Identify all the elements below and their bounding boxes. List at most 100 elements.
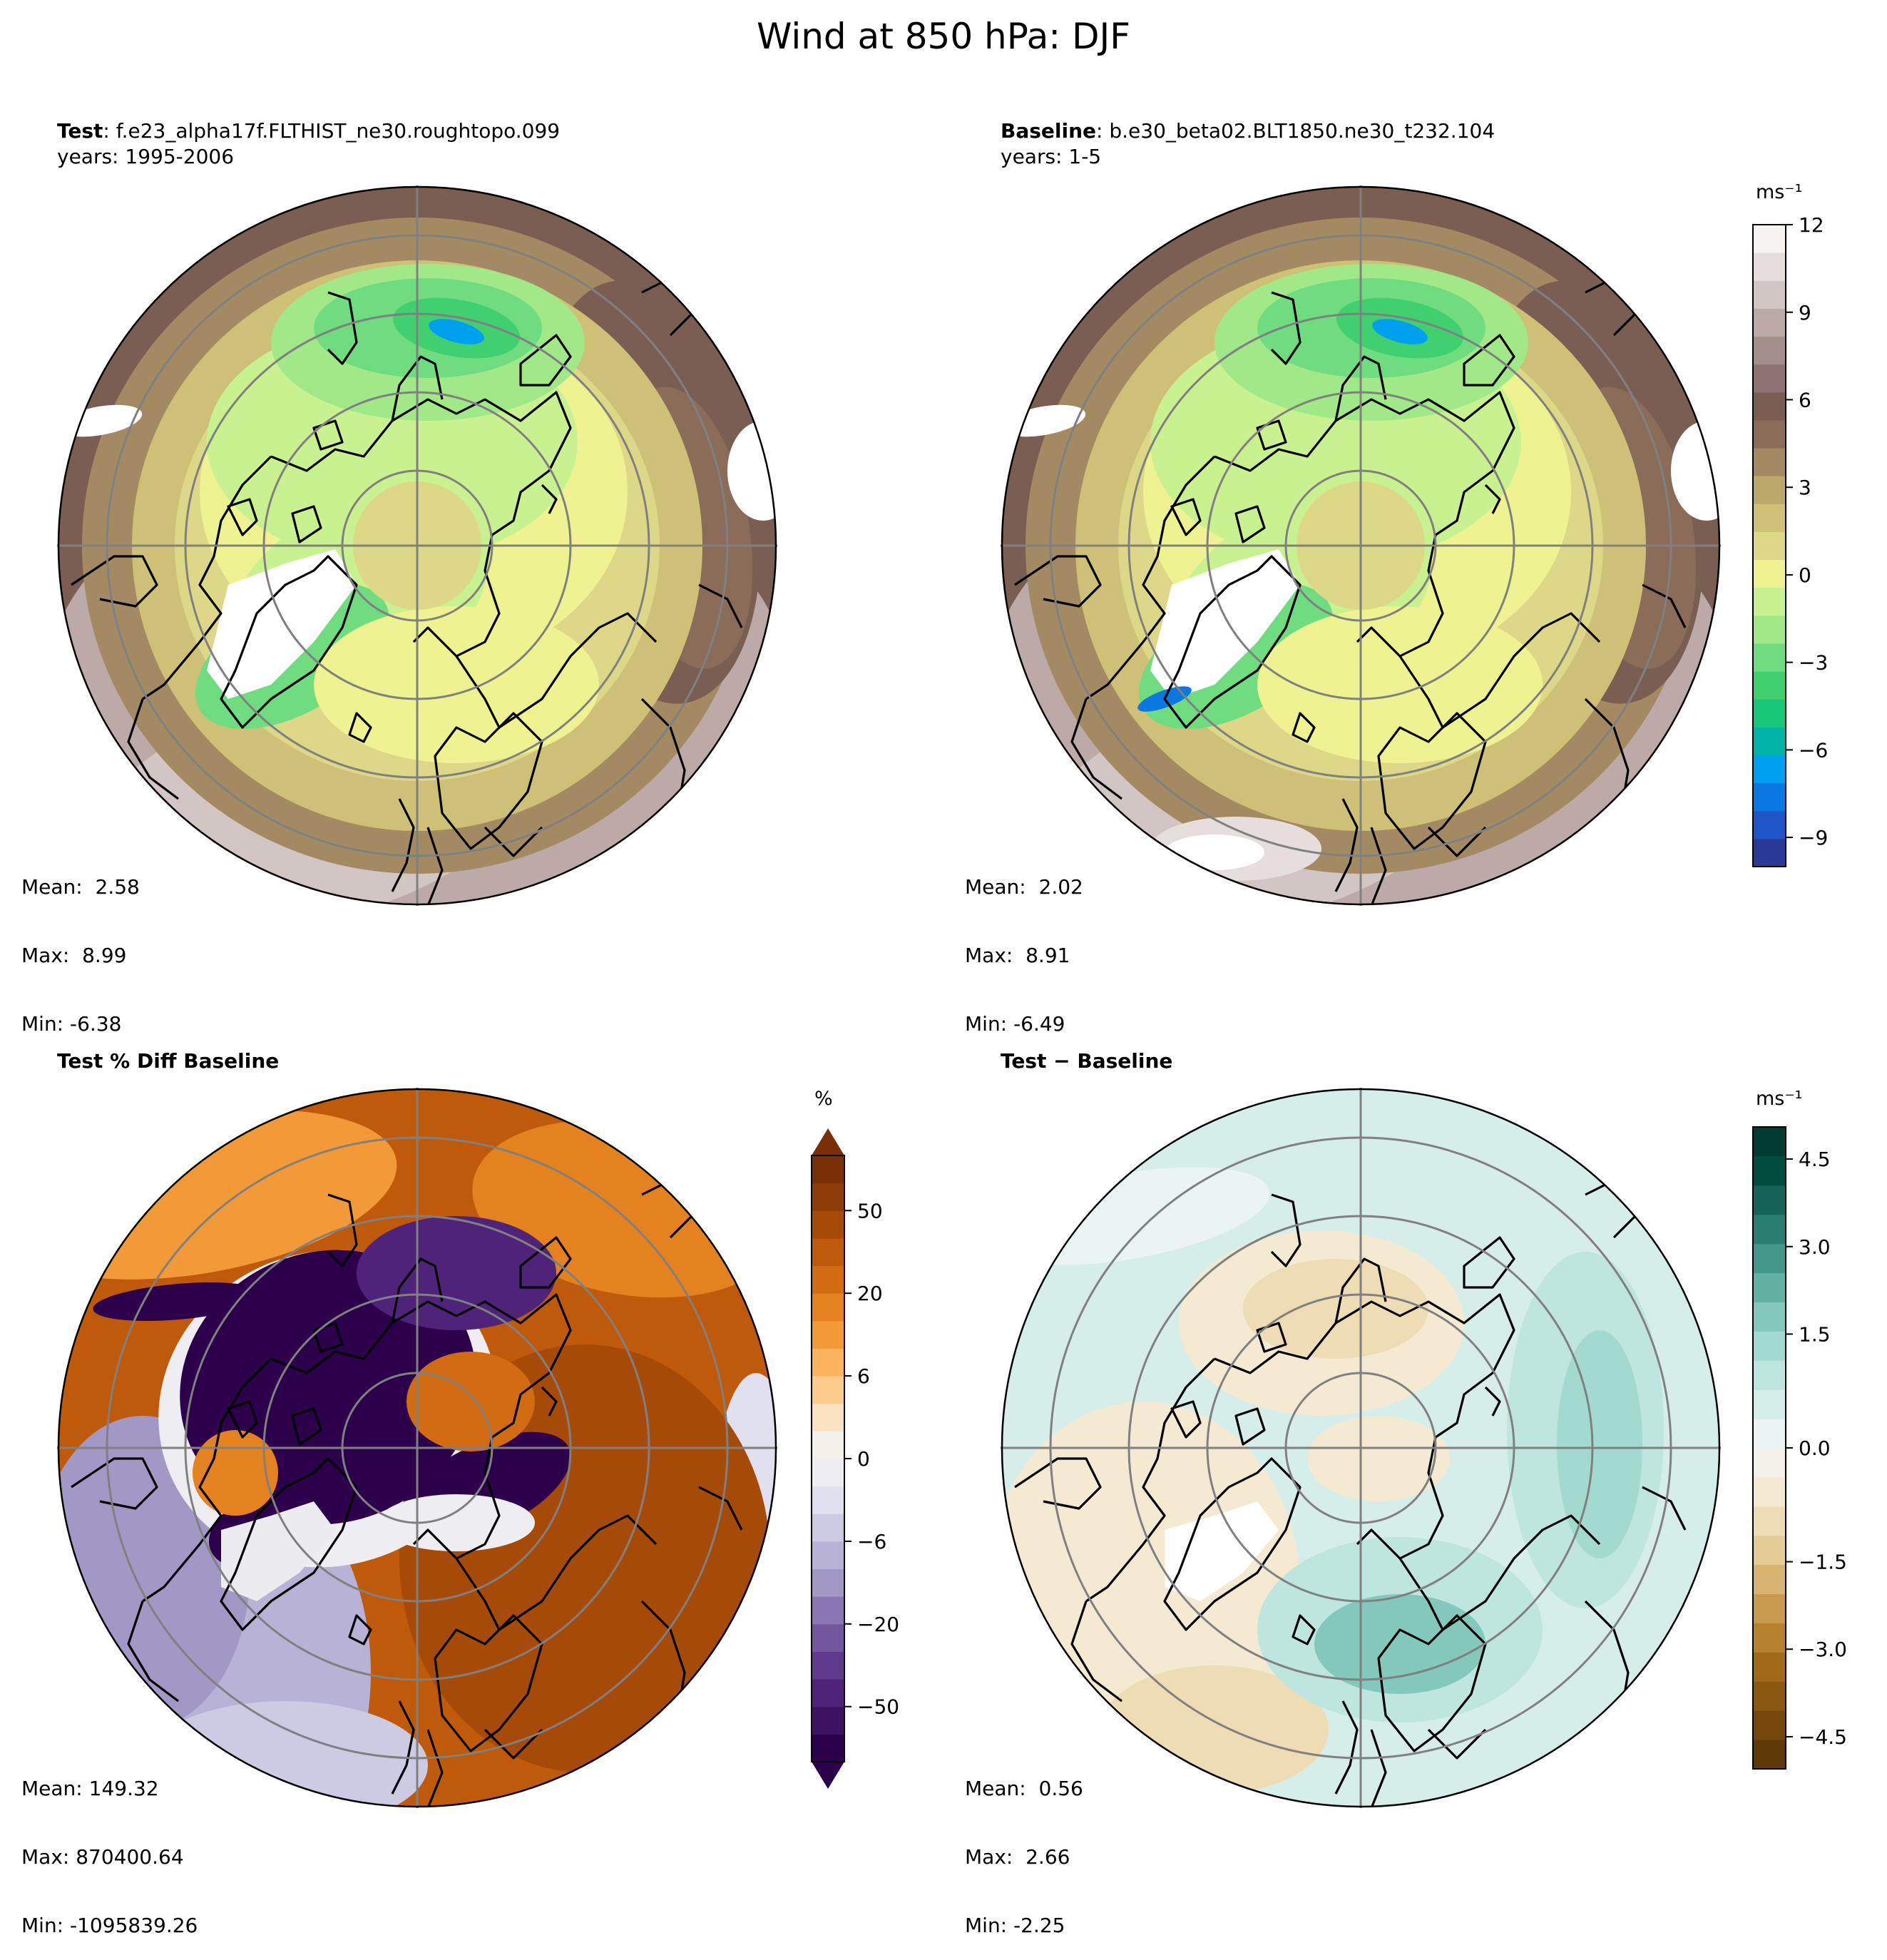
field-contour: [429, 319, 484, 344]
coastline: [1256, 419, 1287, 451]
coastline: [541, 1386, 558, 1417]
map-boundary: [1001, 1088, 1721, 1808]
field-contour: [1257, 606, 1543, 763]
colorbar-segment: [812, 1265, 844, 1294]
field-contour: [1165, 1501, 1279, 1601]
coastline: [1642, 1486, 1687, 1531]
colorbar-segment: [1753, 643, 1786, 672]
pct-diff-label: Test % Diff Baseline: [57, 1049, 280, 1073]
diff-map: [1001, 1088, 1721, 1808]
coastline: [270, 391, 572, 658]
colorbar-tick-label: −3: [1799, 651, 1828, 675]
coastline: [227, 498, 258, 536]
coastline: [1370, 827, 1387, 904]
colorbar-tick-label: −6: [1799, 738, 1828, 762]
colorbar-segment: [1753, 1476, 1786, 1507]
field-contour: [314, 606, 599, 763]
colorbar-segment: [812, 1514, 844, 1542]
colorbar-tick-label: 12: [1799, 218, 1824, 237]
coastline: [1070, 1601, 1123, 1703]
field-contour: [93, 1282, 264, 1322]
coastline: [1427, 1728, 1487, 1760]
baseline-panel-title: Baseline: b.e30_beta02.BLT1850.ne30_t232…: [1001, 118, 1495, 170]
colorbar-tick-label: 6: [857, 1364, 870, 1388]
coastline: [1463, 1236, 1515, 1289]
colorbar-tick-label: −6: [857, 1530, 886, 1553]
colorbar-segment: [1753, 699, 1786, 728]
test-label: Test: [57, 119, 103, 143]
coastline: [1214, 391, 1515, 658]
colorbar-tick-label: 20: [857, 1282, 883, 1305]
diff-colorbar-unit: ms⁻¹: [1756, 1088, 1803, 1110]
diff-stats: Mean: 0.56 Max: 2.66 Min: -2.25: [965, 1732, 1083, 1960]
gridlines: [1001, 185, 1721, 906]
diff-min: Min: -2.25: [965, 1914, 1065, 1937]
colorbar-segment: [1753, 755, 1786, 784]
colorbar-segment: [812, 1376, 844, 1404]
colorbar-tick-label: −4.5: [1799, 1725, 1847, 1749]
colorbar-segment: [812, 1237, 844, 1267]
coastline: [1270, 1193, 1302, 1267]
baseline-stats: Mean: 2.02 Max: 8.91 Min: -6.49: [965, 830, 1083, 1058]
baseline-label: Baseline: [1001, 119, 1097, 143]
colorbar-segment: [812, 1541, 844, 1570]
coastlines: [1014, 1172, 1687, 1807]
baseline-mean: Mean: 2.02: [965, 875, 1083, 899]
test-mean: Mean: 2.58: [21, 875, 140, 899]
colorbar-tick-label: −9: [1799, 826, 1828, 849]
coastline: [426, 1729, 444, 1807]
map-boundary: [57, 185, 777, 906]
coastline: [426, 827, 444, 904]
coastline: [434, 1614, 543, 1752]
colorbar-segment: [812, 1734, 844, 1762]
coastline: [1170, 498, 1202, 536]
colorbar-segment: [812, 1459, 844, 1487]
colorbar-tick-label: 3: [1799, 476, 1811, 499]
colorbar-tick-label: 4.5: [1799, 1148, 1831, 1171]
colorbar-segment: [1753, 1419, 1786, 1449]
baseline-case-name: : b.e30_beta02.BLT1850.ne30_t232.104: [1096, 119, 1495, 143]
field-contour: [221, 1501, 335, 1601]
coastline: [1085, 1357, 1216, 1603]
coastline: [270, 1293, 572, 1560]
test-min: Min: -6.38: [21, 1012, 122, 1036]
pct-diff-panel-title: Test % Diff Baseline: [57, 1048, 279, 1074]
baseline-years: years: 1-5: [1001, 145, 1102, 168]
colorbar-tick-label: −20: [857, 1613, 899, 1636]
diff-mean: Mean: 0.56: [965, 1777, 1083, 1800]
colorbar-segment: [812, 1320, 844, 1349]
colorbar-segment: [1753, 838, 1786, 867]
colorbar-segment: [1753, 1681, 1786, 1711]
colorbar-segment: [812, 1679, 844, 1708]
coastline: [519, 1236, 572, 1289]
colorbar-segment: [1753, 1535, 1786, 1566]
coastline: [1377, 712, 1487, 850]
field-contour: [1150, 549, 1300, 699]
main-colorbar: 12 9 6 3 0 −3 −6 −9: [1752, 218, 1828, 867]
colorbar-segment: [1753, 280, 1786, 309]
coastline: [391, 798, 415, 892]
field-contour: [207, 549, 357, 699]
colorbar-segment: [1753, 1214, 1786, 1245]
colorbar-segment: [812, 1623, 844, 1652]
field-contour: [1243, 1259, 1428, 1359]
colorbar-segment: [812, 1348, 844, 1377]
field-contour: [727, 421, 776, 521]
colorbar-segment: [1753, 810, 1786, 839]
colorbar-tick-label: 0: [1799, 563, 1811, 587]
colorbar-segment: [812, 1155, 844, 1184]
colorbar-segment: [1753, 1155, 1786, 1186]
coastline: [1334, 355, 1387, 422]
diff-colorbar: 4.5 3.0 1.5 0.0 −1.5 −3.0 −4.5: [1752, 1126, 1847, 1770]
pct-diff-max: Max: 870400.64: [21, 1845, 184, 1869]
coastline: [142, 1357, 272, 1603]
field-contour: [193, 1430, 278, 1516]
colorbar-segment: [1753, 782, 1786, 812]
coastline: [391, 1700, 415, 1795]
coastline: [127, 1601, 179, 1703]
coastline: [1234, 1407, 1266, 1446]
coastline: [541, 484, 558, 514]
field-contour: [1314, 1594, 1485, 1694]
colorbar-segment: [1753, 671, 1786, 700]
colorbar-segment: [1753, 504, 1786, 532]
